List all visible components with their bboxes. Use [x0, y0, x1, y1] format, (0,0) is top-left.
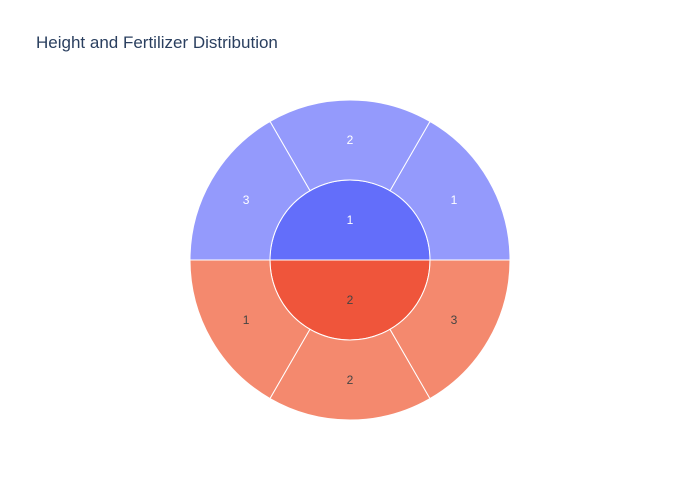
- sunburst-labels: 1 1 2 3 2 1 2 3: [243, 133, 458, 387]
- sunburst-inner-label-2: 2: [347, 293, 354, 307]
- sunburst-inner-label-1: 1: [347, 213, 354, 227]
- sunburst-outer-label-1-1: 1: [451, 193, 458, 207]
- sunburst-sectors: [189, 99, 511, 421]
- sunburst-outer-label-2-1: 1: [243, 313, 250, 327]
- sunburst-outer-sector-2-3[interactable]: [389, 259, 511, 400]
- sunburst-outer-label-1-3: 3: [243, 193, 250, 207]
- sunburst-outer-label-1-2: 2: [347, 133, 354, 147]
- chart-title: Height and Fertilizer Distribution: [36, 33, 278, 52]
- sunburst-outer-label-2-3: 3: [451, 313, 458, 327]
- sunburst-outer-label-2-2: 2: [347, 373, 354, 387]
